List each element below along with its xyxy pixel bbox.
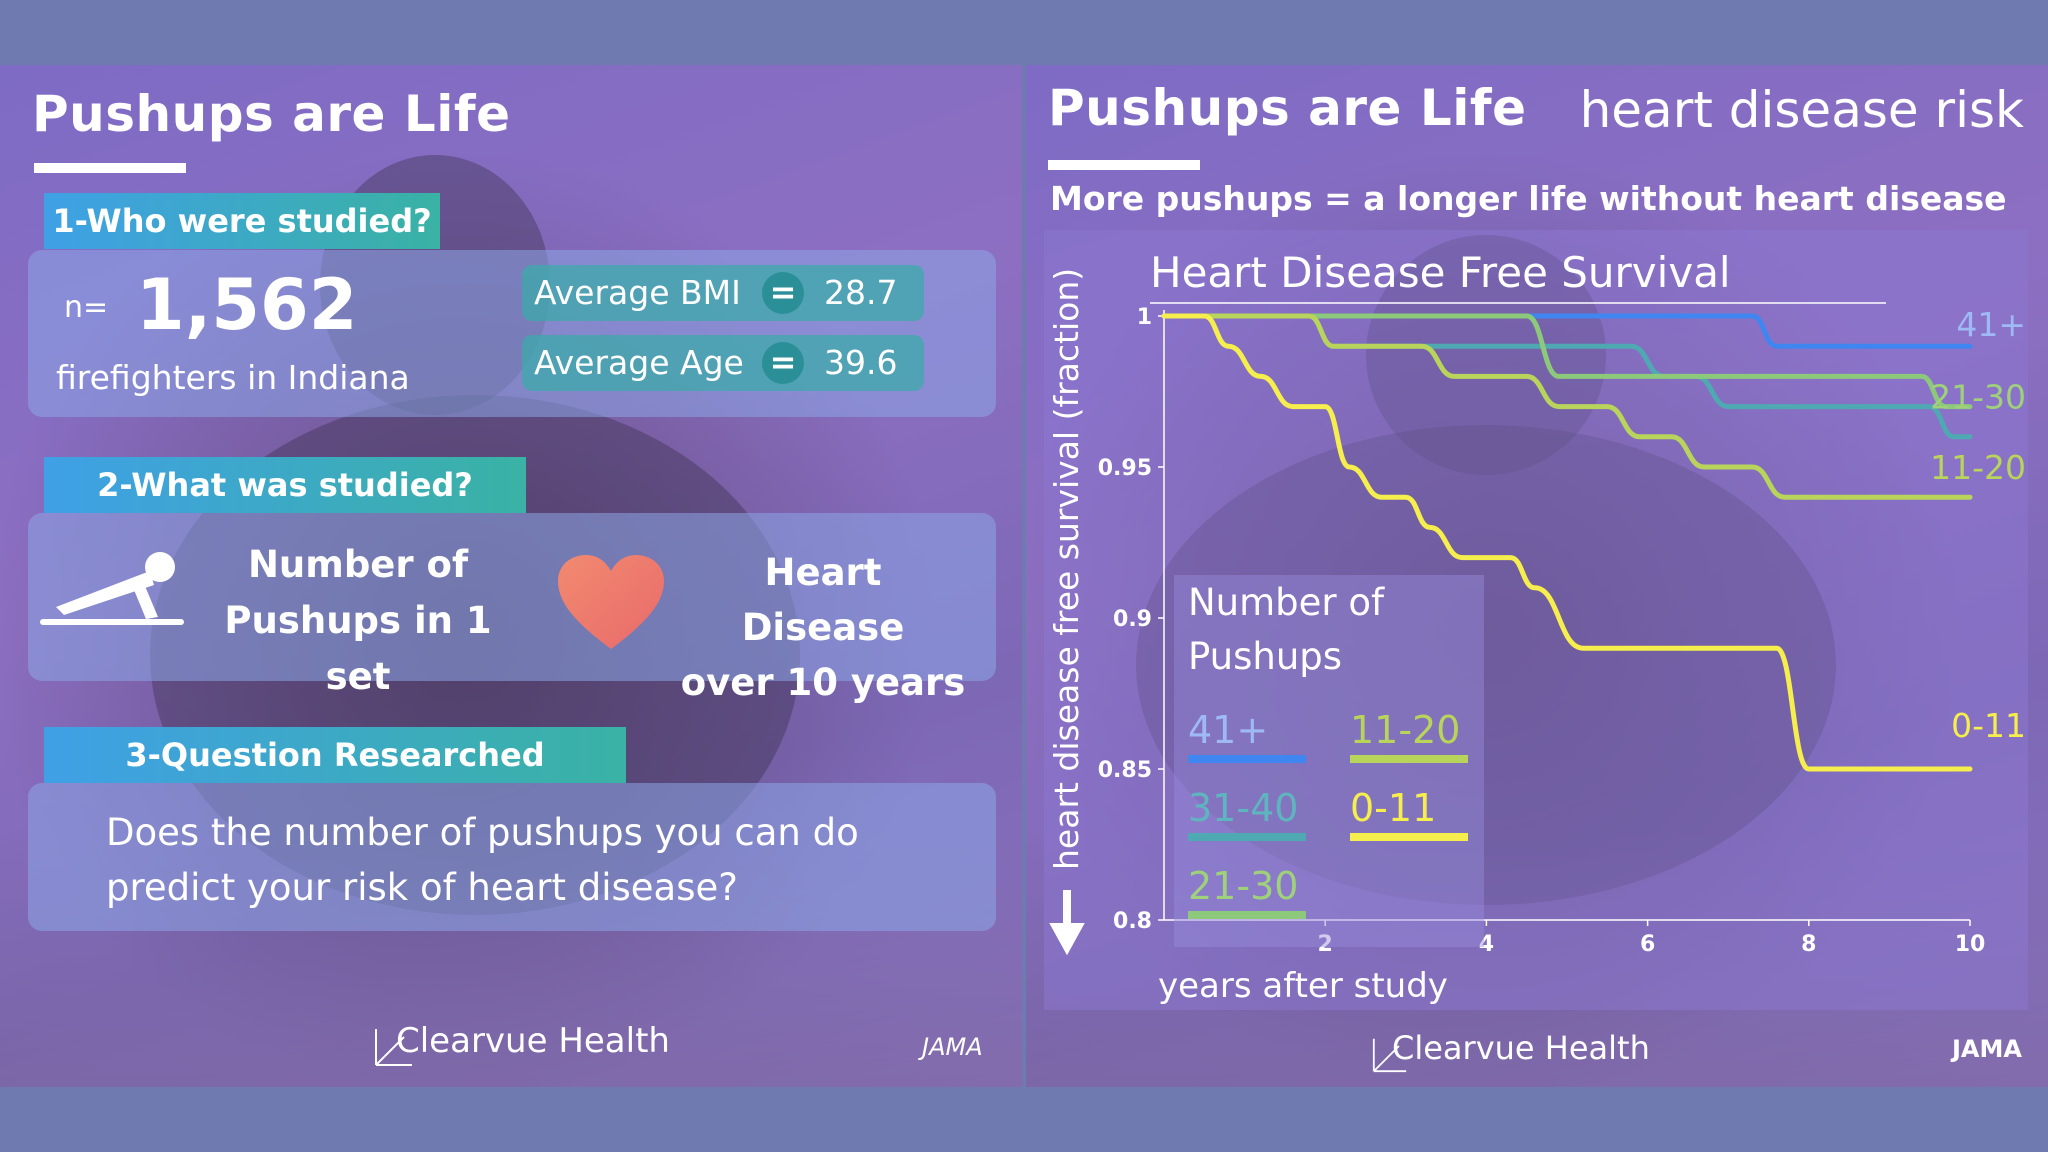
- legend-items: 41+ 31-40 21-30 11-20 0-11: [1188, 708, 1468, 919]
- legend-swatch-21-30: [1188, 911, 1306, 919]
- clearvue-logo: Clearvue Health: [1372, 1029, 1650, 1073]
- x-axis-label: years after study: [1158, 966, 1448, 1006]
- outcome-text: Heart Disease over 10 years: [678, 545, 968, 710]
- section1-card: n= 1,562 firefighters in Indiana Average…: [28, 250, 996, 417]
- exposure-line2: Pushups in 1 set: [224, 599, 492, 698]
- age-pill: Average Age = 39.6: [522, 335, 924, 391]
- legend-swatch-31-40: [1188, 833, 1306, 841]
- chart-background: [1044, 230, 2028, 1010]
- series-line-11-20: [1161, 313, 1973, 500]
- end-label-21-30: 21-30: [1930, 378, 2026, 417]
- logo-text: Clearvue Health: [396, 1021, 670, 1061]
- question-line2: predict your risk of heart disease?: [106, 866, 738, 909]
- sample-size: 1,562: [136, 264, 358, 346]
- section2-card: Number of Pushups in 1 set Heart Disease…: [28, 513, 996, 704]
- population-text: firefighters in Indiana: [56, 358, 410, 397]
- y-tick-label: 0.85: [1098, 758, 1152, 783]
- clearvue-logo: Clearvue Health: [375, 1021, 670, 1066]
- question-text: Does the number of pushups you can do pr…: [106, 805, 859, 915]
- y-tick-label: 0.9: [1113, 607, 1152, 632]
- series-line-41+: [1161, 313, 1973, 349]
- section3-label: 3-Question Researched: [44, 727, 626, 783]
- title-underline: [1048, 160, 1200, 170]
- end-label-41+: 41+: [1956, 305, 2026, 344]
- heart-icon: [558, 555, 664, 649]
- y-tick-label: 0.8: [1113, 909, 1152, 934]
- series-layer: [1161, 313, 1973, 772]
- legend-title-line2: Pushups: [1188, 635, 1342, 678]
- right-panel: Pushups are Life heart disease risk More…: [1026, 65, 2048, 1087]
- exposure-text: Number of Pushups in 1 set: [198, 537, 518, 705]
- bmi-label: Average BMI: [534, 273, 741, 312]
- series-line-0-11: [1161, 313, 1973, 772]
- y-tick-label: 0.95: [1098, 456, 1152, 481]
- question-line1: Does the number of pushups you can do: [106, 811, 859, 854]
- legend-swatch-11-20: [1350, 755, 1468, 763]
- end-label-11-20: 11-20: [1930, 448, 2026, 487]
- age-value: 39.6: [824, 343, 898, 382]
- x-tick-label: 10: [1955, 932, 1986, 957]
- legend-label-11-20: 11-20: [1350, 708, 1460, 752]
- x-tick-label: 6: [1640, 932, 1655, 957]
- bmi-pill: Average BMI = 28.7: [522, 265, 924, 321]
- outcome-line2: over 10 years: [680, 661, 966, 704]
- x-tick-label: 4: [1479, 932, 1494, 957]
- legend-swatch-41+: [1188, 755, 1306, 763]
- left-panel: Pushups are Life 1-Who were studied? n= …: [0, 65, 1022, 1087]
- chart-page-title: Pushups are Life: [1048, 79, 1527, 137]
- logo-mark-icon: [375, 1029, 412, 1066]
- logo-mark-icon: [1372, 1038, 1407, 1073]
- legend-label-41+: 41+: [1188, 708, 1268, 752]
- page-title: Pushups are Life: [32, 85, 511, 143]
- source-label: JAMA: [922, 1033, 983, 1061]
- title-underline: [34, 163, 186, 173]
- legend-label-31-40: 31-40: [1188, 786, 1298, 830]
- subtitle: More pushups = a longer life without hea…: [1050, 179, 2007, 218]
- age-label: Average Age: [534, 343, 744, 382]
- legend-swatch-0-11: [1350, 833, 1468, 841]
- section3-card: Does the number of pushups you can do pr…: [28, 783, 996, 931]
- x-tick-label: 2: [1318, 932, 1333, 957]
- legend-label-21-30: 21-30: [1188, 864, 1298, 908]
- end-label-0-11: 0-11: [1951, 706, 2026, 745]
- logo-text: Clearvue Health: [1392, 1029, 1650, 1067]
- chart-title: Heart Disease Free Survival: [1150, 248, 1731, 297]
- section2-label: 2-What was studied?: [44, 457, 526, 513]
- chart-axes: 0.8 0.85 0.9 0.95 1 2 4 6 8 10: [1098, 305, 1986, 957]
- outcome-line1: Heart Disease: [741, 551, 905, 649]
- equals-icon: =: [762, 342, 804, 384]
- y-axis-label: heart disease free survival (fraction): [1047, 268, 1086, 870]
- equals-icon: =: [762, 272, 804, 314]
- pushup-icon: [40, 552, 184, 625]
- n-prefix: n=: [64, 290, 109, 325]
- exposure-line1: Number of: [247, 543, 469, 586]
- topic-label: heart disease risk: [1579, 81, 2024, 139]
- survival-chart: Heart Disease Free Survival heart diseas…: [1047, 248, 2026, 1006]
- legend-title-line1: Number of: [1188, 581, 1385, 624]
- bmi-value: 28.7: [824, 273, 898, 312]
- source-label: JAMA: [1952, 1035, 2022, 1063]
- y-tick-label: 1: [1137, 305, 1152, 330]
- legend-label-0-11: 0-11: [1350, 786, 1436, 830]
- end-labels: 41+ 21-30 11-20 0-11: [1930, 305, 2026, 745]
- section1-label: 1-Who were studied?: [44, 193, 440, 249]
- x-tick-label: 8: [1801, 932, 1816, 957]
- series-line-21-30: [1161, 313, 1973, 410]
- down-arrow-icon: [1049, 890, 1085, 956]
